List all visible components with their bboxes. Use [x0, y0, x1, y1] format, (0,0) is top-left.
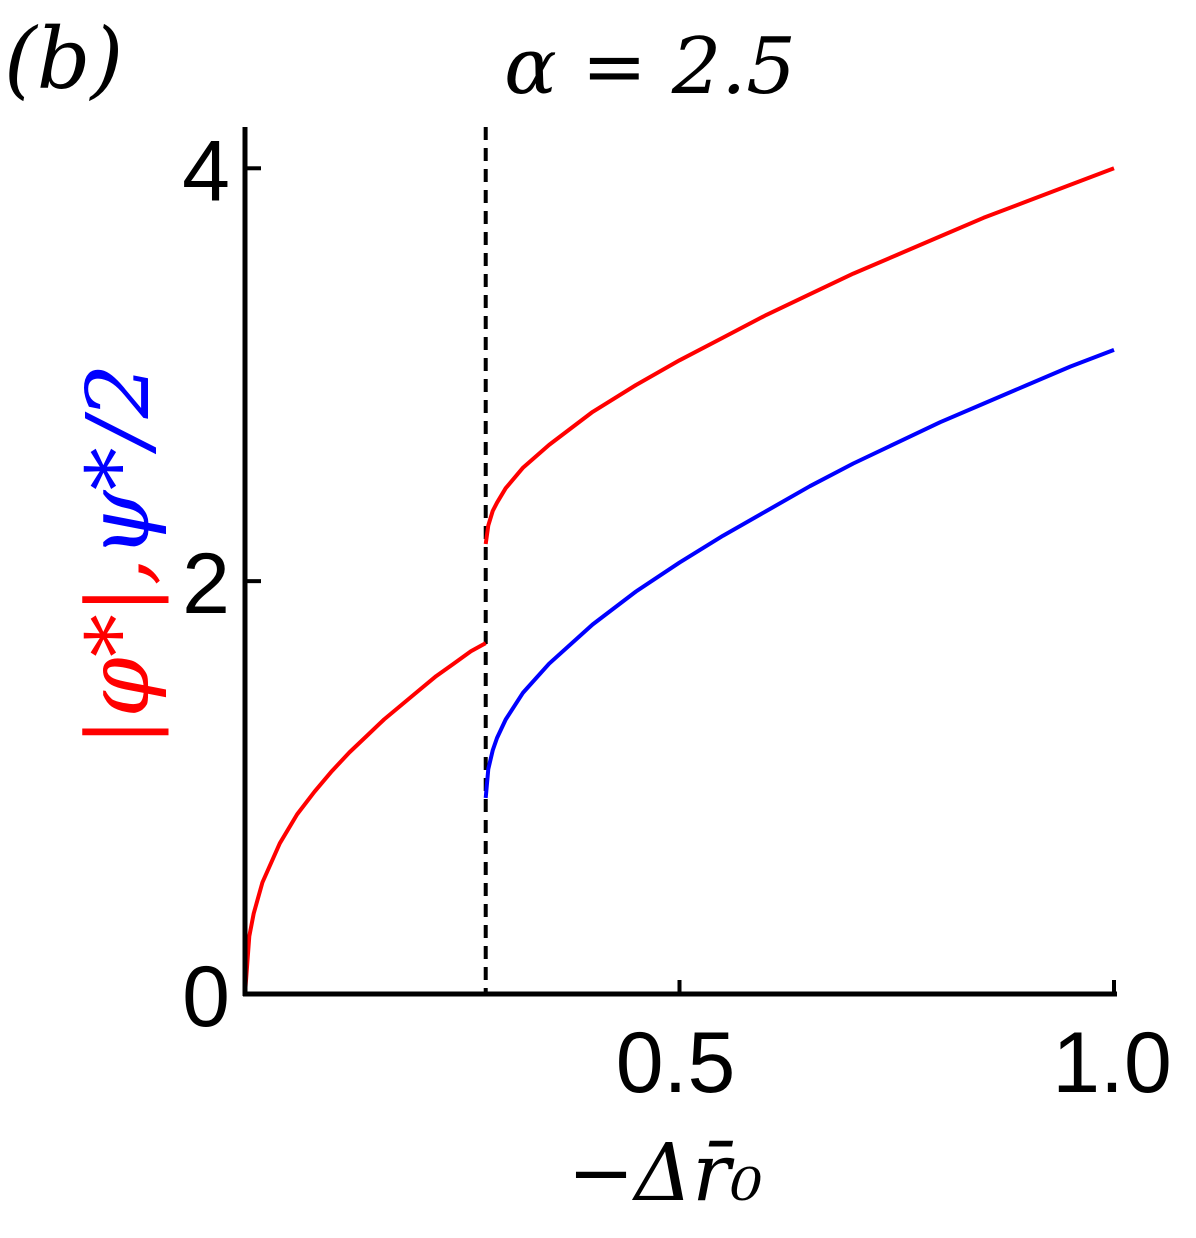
- plot-area: [243, 127, 1115, 995]
- y-axis-label-phi: |φ*|: [69, 585, 169, 746]
- y-tick-label: 4: [182, 123, 230, 219]
- chart-title: α = 2.5: [504, 22, 796, 112]
- x-tick-label: 1.0: [1052, 1015, 1172, 1111]
- x-axis-label: −Δr̄₀: [567, 1126, 762, 1219]
- panel-label: (b): [4, 10, 123, 108]
- y-axis-label-separator: ,: [69, 558, 169, 585]
- series-line-1: [243, 641, 487, 995]
- ticks: 0 2 4 0.5 1.0: [182, 123, 1172, 1111]
- y-axis-label: |φ*|,ψ*/2: [69, 364, 169, 747]
- x-tick-label: 0.5: [616, 1015, 736, 1111]
- y-tick-label: 0: [182, 949, 230, 1045]
- series-line-3: [483, 348, 1115, 799]
- series-line-2: [483, 166, 1115, 545]
- y-tick-label: 2: [182, 536, 230, 632]
- y-axis-label-psi: ψ*/2: [69, 364, 169, 558]
